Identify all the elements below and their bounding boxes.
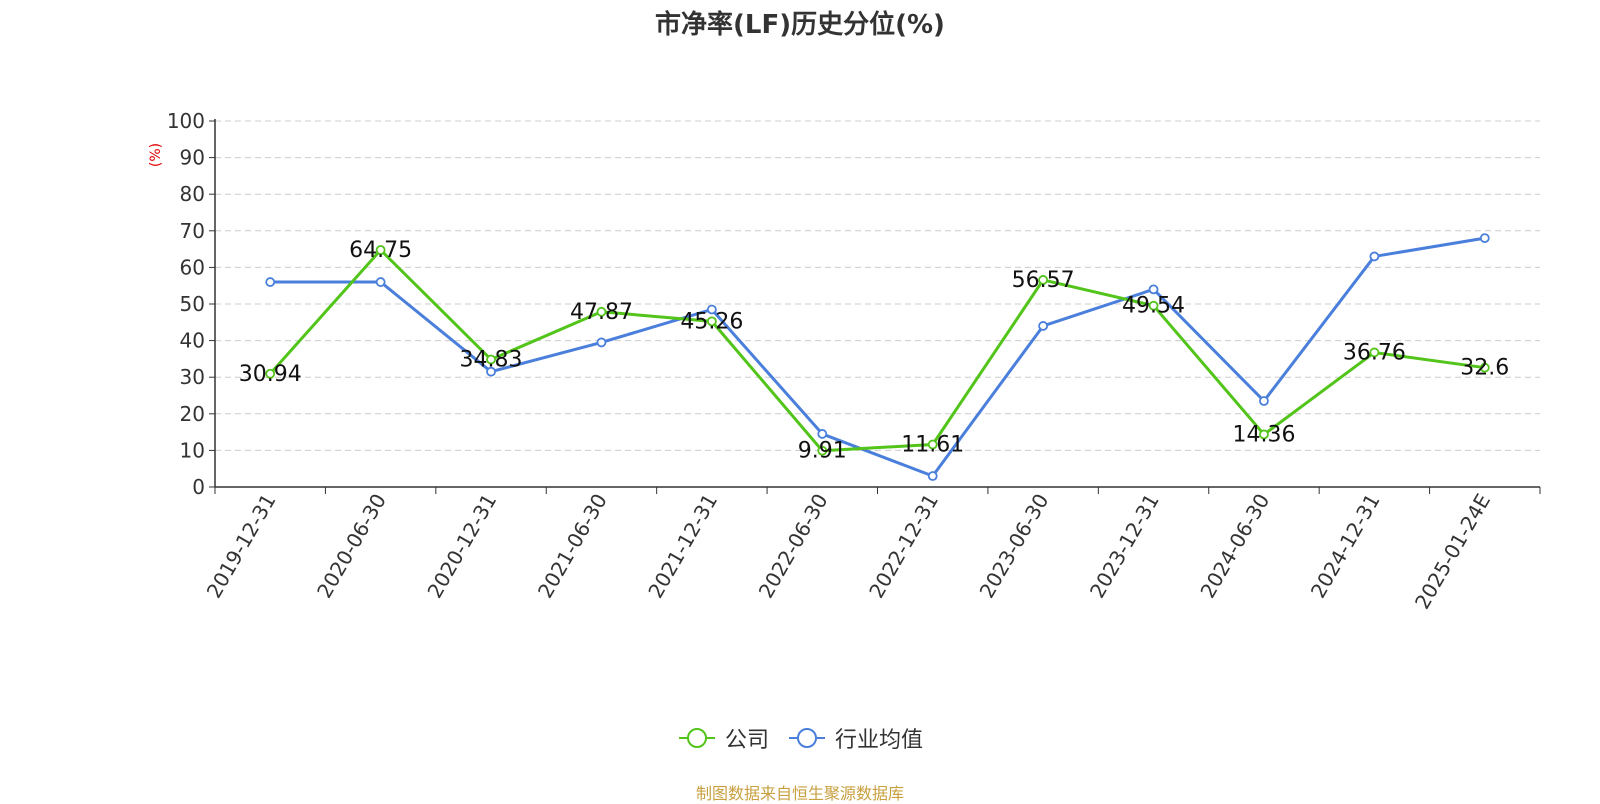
- legend-company-label: 公司: [724, 728, 769, 753]
- data-point-industry-average: [596, 337, 607, 348]
- x-tick-label: 2024-12-31: [1306, 490, 1385, 603]
- data-point-industry-average: [1369, 251, 1380, 262]
- series-line-industry-average: [270, 236, 1486, 478]
- data-label: 30.94: [239, 362, 302, 387]
- legend-industry-marker: [789, 728, 825, 748]
- legend: 公司 行业均值: [0, 722, 1600, 754]
- x-tick-label: 2025-01-24E: [1410, 490, 1495, 614]
- series-line-company: [269, 248, 1485, 453]
- data-point-company: [1479, 362, 1490, 373]
- legend-company-marker: [678, 728, 715, 748]
- data-point-company: [265, 368, 276, 379]
- x-tick-label: 2019-12-31: [202, 490, 281, 603]
- line-chart: 0 10 20 30 40 50 60 70 80 90 100 2019-12-31 2020-06-…: [148, 109, 1541, 614]
- y-tick-label: 100: [167, 109, 205, 133]
- data-point-industry-average: [486, 366, 496, 377]
- data-point-company: [486, 354, 496, 365]
- data-point-company: [1369, 347, 1380, 358]
- y-axis-label: (%): [148, 143, 164, 167]
- y-tick-label: 60: [180, 255, 205, 279]
- data-point-industry-average: [706, 304, 717, 315]
- data-label: 49.54: [1122, 294, 1185, 319]
- x-tick-label: 2020-12-31: [422, 490, 501, 603]
- data-label: 36.76: [1343, 340, 1406, 365]
- y-tick-label: 40: [180, 329, 205, 353]
- data-label: 32.6: [1460, 356, 1509, 381]
- data-label: 47.87: [570, 300, 633, 325]
- legend-industry-label: 行业均值: [835, 728, 924, 753]
- data-point-company: [596, 306, 607, 317]
- data-point-company: [1038, 275, 1049, 285]
- data-point-company: [706, 316, 717, 327]
- data-point-company: [1148, 300, 1159, 311]
- data-label: 45.26: [680, 309, 743, 334]
- data-point-industry-average: [265, 277, 276, 287]
- data-label: 9.91: [798, 439, 847, 464]
- y-tick-label: 10: [180, 438, 205, 462]
- axes: 0 10 20 30 40 50 60 70 80 90 100 2019-12-31 2020-06-…: [167, 109, 1541, 614]
- grid-lines: [215, 120, 1540, 451]
- data-label: 34.83: [460, 348, 523, 373]
- series: [265, 233, 1490, 481]
- x-tick-label: 2020-06-30: [312, 490, 391, 603]
- data-labels: 30.94 64.75 34.83 47.87 45.26 9.91 11.61 56.57 4…: [239, 238, 1510, 464]
- x-tick-label: 2022-12-31: [864, 490, 943, 603]
- data-point-company: [1259, 429, 1269, 440]
- x-tick-label: 2021-12-31: [643, 490, 722, 603]
- data-point-industry-average: [817, 429, 828, 439]
- y-tick-label: 0: [192, 475, 205, 499]
- source-note: 制图数据来自恒生聚源数据库: [695, 784, 904, 803]
- y-tick-label: 90: [180, 146, 205, 170]
- y-tick-label: 70: [180, 219, 205, 243]
- x-tick-label: 2023-06-30: [975, 490, 1054, 603]
- data-label: 14.36: [1232, 422, 1295, 447]
- data-point-industry-average: [1259, 396, 1269, 406]
- data-label: 11.61: [901, 433, 964, 458]
- legend-item-industry-average[interactable]: 行业均值: [787, 722, 923, 754]
- data-point-industry-average: [375, 277, 386, 287]
- legend-item-company[interactable]: 公司: [677, 722, 769, 754]
- x-tick-label: 2023-12-31: [1085, 490, 1164, 603]
- y-tick-label: 80: [180, 182, 205, 206]
- chart-title: 市净率(LF)历史分位(%): [655, 10, 945, 40]
- x-tick-label: 2024-06-30: [1195, 490, 1274, 603]
- data-point-industry-average: [1479, 233, 1490, 244]
- y-tick-label: 30: [180, 365, 205, 389]
- data-point-company: [817, 445, 828, 456]
- data-point-industry-average: [1038, 321, 1049, 331]
- y-tick-label: 50: [180, 292, 205, 316]
- data-point-industry-average: [927, 471, 938, 481]
- data-label: 64.75: [349, 238, 412, 263]
- x-tick-label: 2021-06-30: [533, 490, 612, 603]
- data-label: 56.57: [1012, 268, 1075, 293]
- data-point-industry-average: [1148, 284, 1159, 295]
- data-point-company: [375, 245, 386, 255]
- x-tick-label: 2022-06-30: [754, 490, 833, 603]
- y-tick-label: 20: [180, 402, 205, 426]
- data-point-company: [927, 439, 938, 450]
